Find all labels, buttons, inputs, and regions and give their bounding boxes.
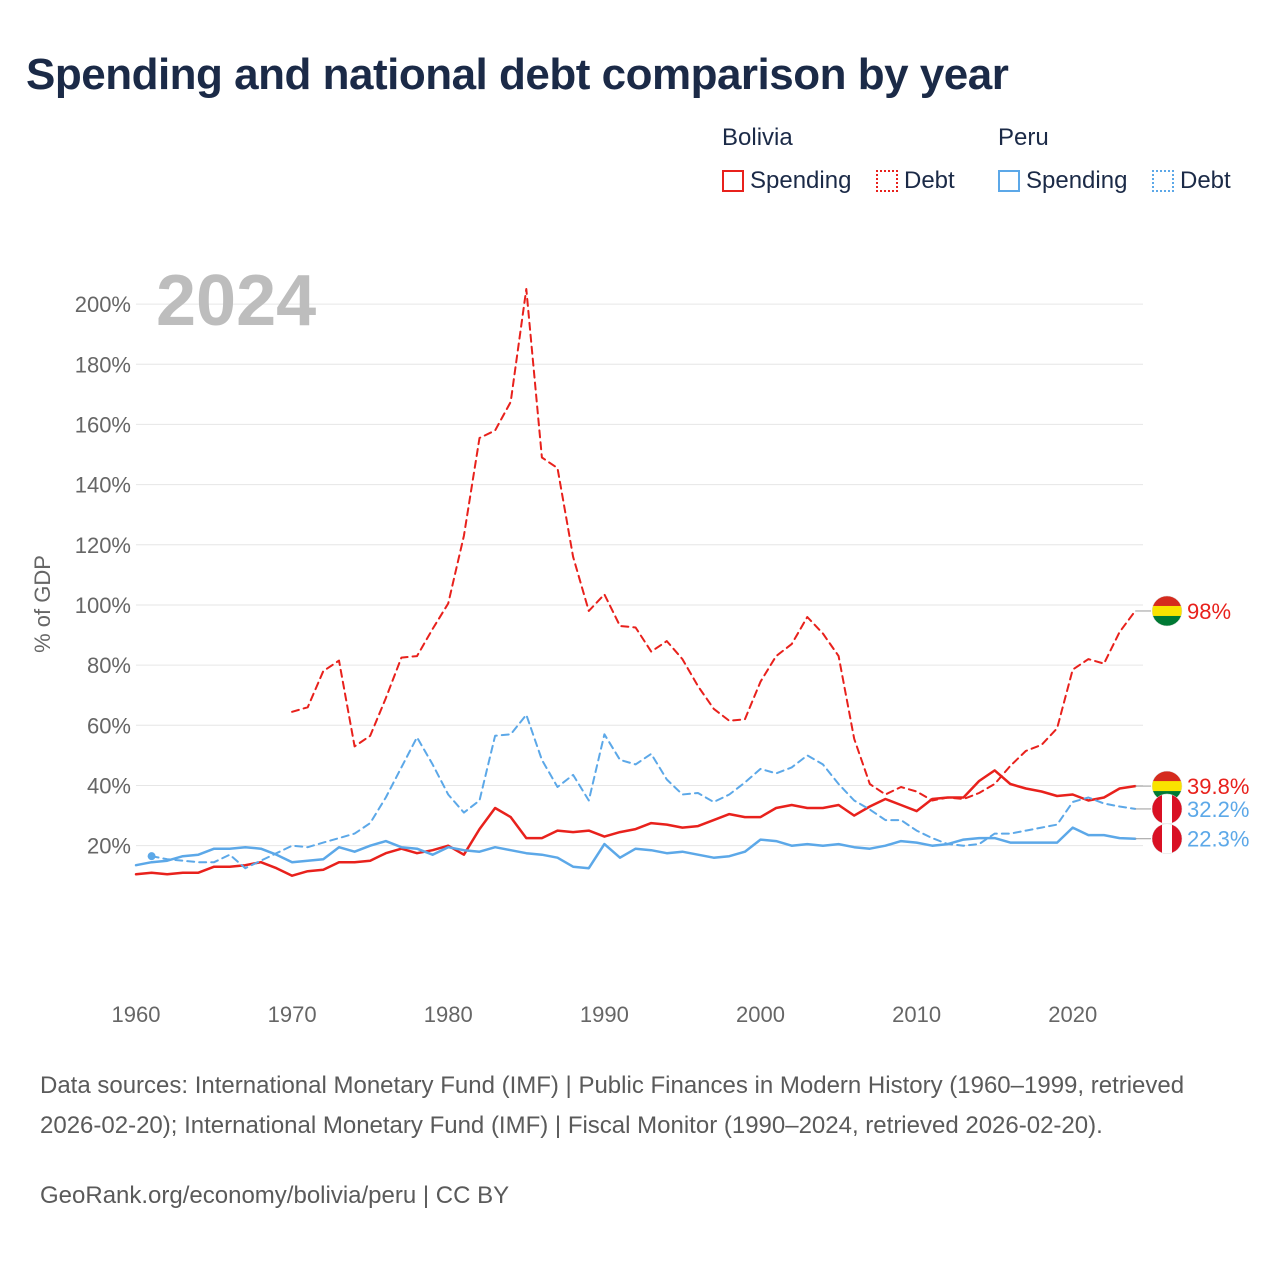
flag-outline: [1151, 595, 1183, 627]
legend-peru-debt[interactable]: Debt: [1152, 166, 1231, 196]
legend-bolivia-spending[interactable]: Spending: [722, 166, 851, 196]
bolivia-flag-icon: [1152, 595, 1182, 626]
year-label: 2024: [156, 261, 316, 341]
legend-swatch-dotted: [876, 170, 898, 192]
flag-stripe: [1152, 771, 1182, 782]
end-value-label: 22.3%: [1187, 827, 1249, 852]
y-tick-label: 80%: [87, 653, 131, 678]
y-tick-label: 180%: [75, 352, 131, 377]
chart-title: Spending and national debt comparison by…: [26, 50, 1009, 99]
y-tick-label: 40%: [87, 773, 131, 798]
legend-peru-spending[interactable]: Spending: [998, 166, 1127, 196]
legend-label: Spending: [1026, 167, 1128, 194]
line-chart: 20% 40% 60% 80% 100% 120% 140% 160% 180% 200% 1960…: [30, 261, 1249, 1027]
flag-stripe: [1172, 793, 1182, 824]
y-tick-label: 100%: [75, 593, 131, 618]
end-value-label: 32.2%: [1187, 797, 1249, 822]
peru-flag-icon: [1152, 823, 1182, 854]
x-tick-label: 2020: [1048, 1002, 1097, 1027]
x-tick-label: 2000: [736, 1002, 785, 1027]
y-tick-label: 160%: [75, 412, 131, 437]
legend-swatch-solid: [722, 170, 744, 192]
y-tick-label: 140%: [75, 473, 131, 498]
legend-swatch-dotted: [1152, 170, 1174, 192]
flag-stripe: [1162, 793, 1173, 824]
end-value-label: 39.8%: [1187, 774, 1249, 799]
legend-bolivia-debt[interactable]: Debt: [876, 166, 955, 196]
flag-outline: [1151, 823, 1183, 854]
flag-stripe: [1162, 823, 1173, 854]
y-tick-label: 120%: [75, 533, 131, 558]
y-tick-label: 20%: [87, 834, 131, 859]
flag-stripe: [1152, 781, 1182, 792]
legend-group-bolivia: Bolivia: [722, 124, 793, 151]
peru-flag-icon: [1152, 793, 1182, 824]
series-line-bolivia-debt: [291, 288, 1137, 802]
legend-group-peru: Peru: [998, 124, 1049, 151]
x-tick-label: 2010: [892, 1002, 941, 1027]
flag-stripe: [1152, 823, 1163, 854]
flag-stripe: [1152, 605, 1182, 617]
flag-stripe: [1152, 595, 1182, 607]
legend-label: Spending: [750, 167, 852, 194]
y-axis-label: % of GDP: [30, 555, 55, 653]
legend-swatch-solid: [998, 170, 1020, 192]
y-tick-label: 200%: [75, 292, 131, 317]
series-line-peru-spending: [134, 826, 1137, 870]
x-tick-label: 1980: [424, 1002, 473, 1027]
y-tick-label: 60%: [87, 713, 131, 738]
end-value-label: 98%: [1187, 599, 1231, 624]
data-sources: Data sources: International Monetary Fun…: [40, 1072, 1185, 1139]
x-tick-label: 1960: [112, 1002, 161, 1027]
series-line-bolivia-spending: [134, 769, 1137, 877]
legend-label: Debt: [904, 167, 955, 194]
x-tick-label: 1990: [580, 1002, 629, 1027]
source-link[interactable]: GeoRank.org/economy/bolivia/peru | CC BY: [40, 1182, 510, 1209]
x-tick-label: 1970: [268, 1002, 317, 1027]
flag-stripe: [1152, 615, 1182, 626]
flag-stripe: [1172, 823, 1182, 854]
series-line-peru-debt: [150, 713, 1137, 870]
series-start-dot: [147, 852, 156, 861]
flag-stripe: [1152, 793, 1163, 824]
legend-label: Debt: [1180, 167, 1231, 194]
